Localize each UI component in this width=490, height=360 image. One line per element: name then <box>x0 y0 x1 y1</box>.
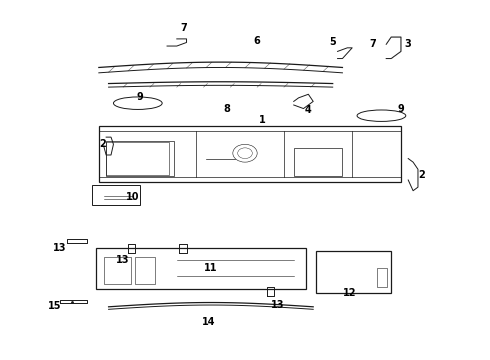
Text: 1: 1 <box>259 115 266 125</box>
Text: 4: 4 <box>305 105 312 115</box>
Text: 8: 8 <box>223 104 230 113</box>
Text: 2: 2 <box>418 170 425 180</box>
Polygon shape <box>67 239 87 243</box>
Text: 14: 14 <box>202 317 215 327</box>
Text: 2: 2 <box>99 139 106 149</box>
Text: 11: 11 <box>204 262 218 273</box>
Text: 6: 6 <box>254 36 261 46</box>
Text: 5: 5 <box>329 37 336 48</box>
Polygon shape <box>386 37 401 59</box>
Text: 15: 15 <box>48 301 62 311</box>
Text: 13: 13 <box>53 243 67 253</box>
Text: 13: 13 <box>271 300 284 310</box>
Polygon shape <box>60 300 87 303</box>
Text: 7: 7 <box>181 23 188 33</box>
Text: 9: 9 <box>137 92 144 102</box>
Text: 9: 9 <box>397 104 404 113</box>
Text: 13: 13 <box>116 255 129 265</box>
Text: 10: 10 <box>126 192 140 202</box>
Text: 12: 12 <box>343 288 357 297</box>
Text: 3: 3 <box>405 39 412 49</box>
Text: 7: 7 <box>369 39 376 49</box>
